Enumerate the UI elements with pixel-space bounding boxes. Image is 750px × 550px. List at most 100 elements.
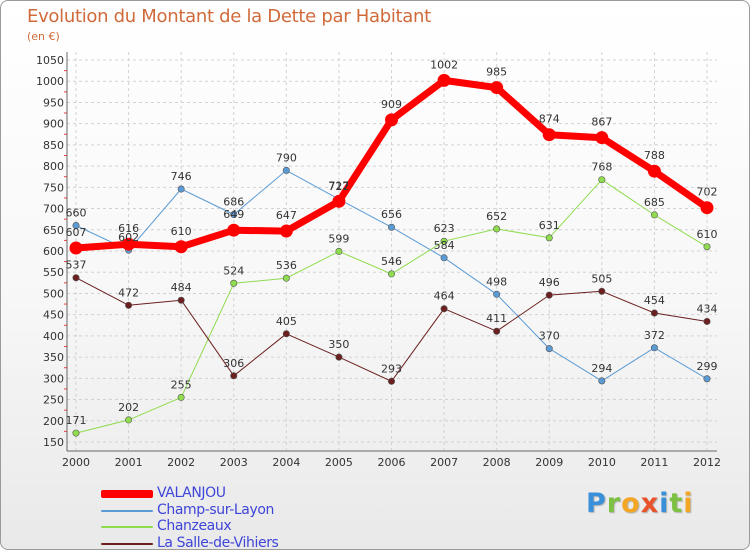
x-tick-label: 2008 (483, 456, 511, 469)
x-tick-label: 2005 (325, 456, 353, 469)
data-point (387, 223, 395, 231)
data-label: 484 (171, 281, 192, 294)
data-label: 171 (66, 414, 87, 427)
y-tick-label: 150 (43, 436, 64, 449)
data-label: 768 (591, 161, 612, 174)
data-label: 306 (223, 357, 244, 370)
data-label: 472 (118, 286, 139, 299)
data-label: 790 (276, 151, 297, 164)
data-label: 909 (381, 98, 402, 111)
legend-label: VALANJOU (157, 485, 226, 501)
data-label: 536 (276, 259, 297, 272)
data-label: 652 (486, 210, 507, 223)
y-tick-label: 500 (43, 287, 64, 300)
data-point (335, 247, 343, 255)
y-tick-label: 850 (43, 139, 64, 152)
data-label: 610 (171, 225, 192, 238)
data-point (700, 201, 714, 215)
data-point (72, 274, 80, 282)
legend-swatch (101, 526, 153, 528)
data-label: 649 (223, 208, 244, 221)
y-tick-label: 600 (43, 245, 64, 258)
data-label: 610 (697, 228, 718, 241)
y-tick-label: 350 (43, 351, 64, 364)
data-point (490, 81, 504, 95)
y-tick-label: 550 (43, 266, 64, 279)
x-tick-label: 2011 (640, 456, 668, 469)
data-point (282, 274, 290, 282)
data-point (650, 211, 658, 219)
data-label: 874 (539, 113, 560, 126)
line-chart: 150 200 250 300 350 400 450 500 550 600 650 700 750 8… (36, 52, 721, 469)
data-label: 746 (171, 170, 192, 183)
data-label: 537 (66, 259, 87, 272)
y-tick-label: 750 (43, 181, 64, 194)
data-point (332, 194, 346, 208)
data-label: 623 (434, 222, 455, 235)
data-point (595, 131, 609, 145)
x-tick-label: 2003 (220, 456, 248, 469)
data-point (335, 353, 343, 361)
x-tick-label: 2002 (167, 456, 195, 469)
legend-swatch (101, 490, 153, 498)
data-point (440, 254, 448, 262)
data-point (437, 73, 451, 87)
data-point (703, 317, 711, 325)
data-point (703, 243, 711, 251)
data-point (230, 372, 238, 380)
data-label: 631 (539, 219, 560, 232)
data-point (125, 301, 133, 309)
data-label: 505 (591, 272, 612, 285)
data-point (279, 224, 293, 238)
logo-letter: i (683, 488, 694, 519)
data-label: 498 (486, 275, 507, 288)
data-point (177, 393, 185, 401)
logo-letter: t (669, 488, 684, 519)
data-label: 685 (644, 196, 665, 209)
data-point (122, 237, 136, 251)
x-tick-label: 2010 (588, 456, 616, 469)
data-point (177, 185, 185, 193)
x-tick-label: 2001 (115, 456, 143, 469)
legend-label: Champ-sur-Layon (157, 501, 274, 518)
data-label: 607 (66, 226, 87, 239)
y-tick-label: 700 (43, 203, 64, 216)
logo-letter: o (621, 488, 641, 519)
data-point (125, 416, 133, 424)
data-point (282, 166, 290, 174)
data-label: 546 (381, 255, 402, 268)
data-label: 599 (328, 232, 349, 245)
y-tick-label: 1050 (36, 54, 64, 67)
data-point (387, 270, 395, 278)
data-point (227, 223, 241, 237)
data-label: 411 (486, 312, 507, 325)
data-label: 660 (66, 207, 87, 220)
data-point (545, 234, 553, 242)
data-label: 372 (644, 329, 665, 342)
data-point (72, 429, 80, 437)
y-tick-label: 400 (43, 330, 64, 343)
data-label: 255 (171, 378, 192, 391)
data-label: 350 (328, 338, 349, 351)
data-point (493, 290, 501, 298)
data-label: 294 (591, 362, 612, 375)
data-label: 788 (644, 149, 665, 162)
data-label: 434 (697, 302, 718, 315)
data-point (282, 330, 290, 338)
logo-letter: P (586, 488, 607, 519)
data-label: 722 (328, 180, 349, 193)
x-tick-label: 2007 (430, 456, 458, 469)
y-tick-label: 450 (43, 309, 64, 322)
y-tick-label: 300 (43, 372, 64, 385)
data-label: 867 (591, 116, 612, 129)
proxiti-logo: Proxiti (586, 488, 694, 519)
data-point (650, 344, 658, 352)
data-label: 454 (644, 294, 665, 307)
x-tick-label: 2004 (272, 456, 300, 469)
data-point (545, 345, 553, 353)
data-point (174, 240, 188, 254)
data-label: 656 (381, 208, 402, 221)
data-point (545, 291, 553, 299)
data-label: 464 (434, 290, 455, 303)
